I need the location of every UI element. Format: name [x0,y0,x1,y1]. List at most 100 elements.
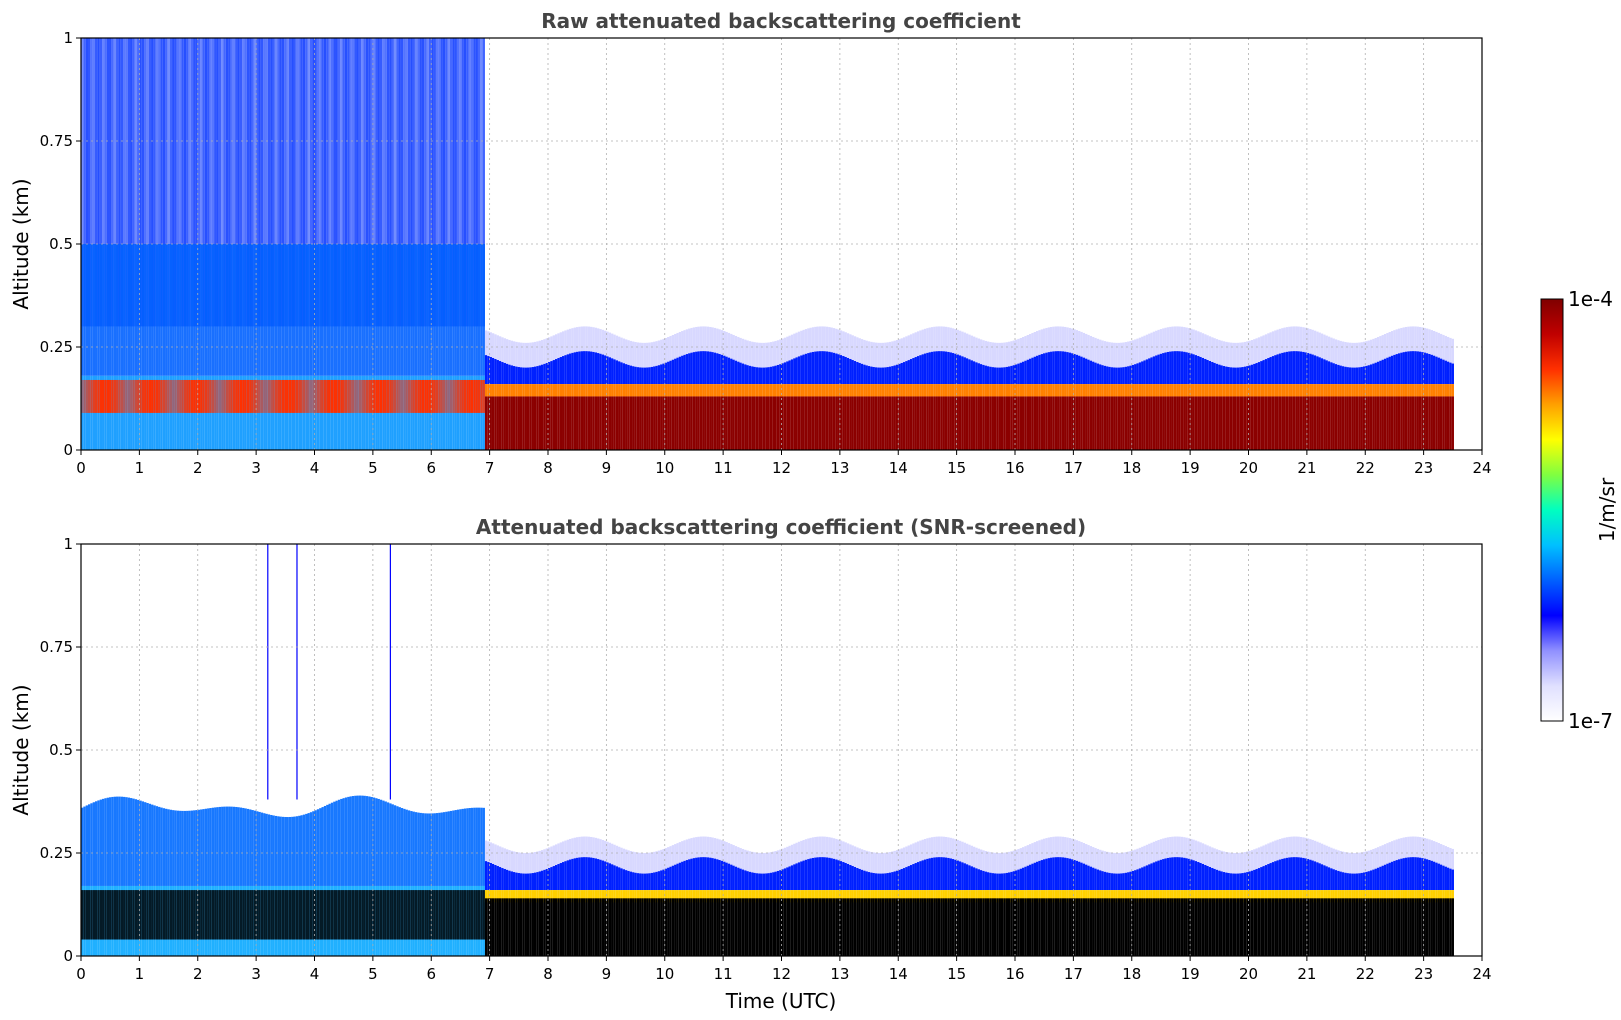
screened-column [111,890,114,940]
noise-column [232,38,236,327]
screened-column [1187,898,1191,956]
aerosol-column [302,814,306,886]
screened-column [1007,898,1011,956]
noise-column [221,38,224,327]
boundary-column [1267,864,1270,891]
boundary-column [909,359,913,385]
screened-column [113,890,117,940]
screened-column [391,890,394,940]
haze-column [739,848,742,869]
screened-column [1379,898,1382,956]
boundary-column [779,364,782,385]
x-tick-label: 13 [830,459,849,477]
noise-column [370,38,373,327]
strong-layer-column [1348,396,1352,450]
screened-column [842,898,845,956]
noise-column [176,38,180,327]
haze-column [1096,848,1100,870]
transition-column [832,384,836,397]
strong-layer-column [776,396,780,450]
aerosol-column [148,244,152,376]
strong-layer-column [1131,396,1135,450]
boundary-column [753,872,756,891]
screened-column [870,898,873,956]
boundary-column [1204,358,1207,385]
transition-column [676,890,679,903]
strong-layer-column [746,396,749,450]
boundary-column [898,869,901,891]
dense-layer-column [396,379,399,413]
aerosol-column [452,810,455,886]
haze-column [1173,326,1177,352]
boundary-column [1353,367,1356,385]
aerosol-column [162,808,166,886]
boundary-column [1285,857,1289,891]
strong-layer-column [909,396,913,450]
aerosol-column [172,244,175,376]
aerosol-column [463,808,467,886]
aerosol-column [370,244,373,376]
haze-column [1318,842,1321,864]
boundary-column [919,861,922,891]
screened-column [342,890,345,940]
haze-column [970,335,973,361]
boundary-column [1211,361,1214,385]
boundary-column [951,859,955,891]
transition-column [1236,890,1240,903]
haze-column [802,839,805,861]
screened-column [1274,898,1277,956]
haze-column [1061,326,1065,352]
transition-column [1178,384,1181,397]
boundary-column [1425,859,1429,891]
transition-column [667,384,670,397]
haze-column [1390,841,1394,862]
boundary-column [512,872,516,891]
screened-column [396,890,399,940]
strong-layer-column [622,396,626,450]
aerosol-column [459,244,462,376]
dense-layer-column [120,379,124,413]
boundary-column [538,871,541,891]
screened-column [102,890,105,940]
haze-column [1026,845,1030,866]
haze-column [954,839,957,860]
boundary-column [772,872,775,891]
aerosol-column [174,244,177,376]
transition-column [1402,890,1405,903]
boundary-column [1346,873,1349,891]
haze-column [1428,839,1431,860]
boundary-column [870,872,873,891]
dense-layer-column [298,379,301,413]
aerosol-column [235,244,238,376]
boundary-column [1017,363,1020,385]
noise-column [99,38,103,327]
boundary-column [867,872,871,891]
boundary-column [704,351,707,385]
boundary-column [809,858,812,891]
haze-column [524,853,527,874]
haze-column [804,839,808,860]
transition-column [636,384,640,397]
transition-column [571,890,574,903]
transition-column [655,384,658,397]
transition-column [758,384,761,397]
strong-layer-column [727,396,731,450]
strong-layer-column [1393,396,1396,450]
transition-column [491,384,495,397]
haze-column [639,852,642,874]
transition-column [1208,384,1212,397]
screened-column [1015,898,1018,956]
aerosol-column [137,799,140,886]
boundary-column [1362,366,1366,385]
transition-column [1036,384,1039,397]
x-tick-label: 21 [1297,459,1316,477]
strong-layer-column [1043,396,1046,450]
screened-column [1281,898,1284,956]
strong-layer-column [1096,396,1100,450]
boundary-column [769,366,773,385]
transition-column [1348,890,1352,903]
transition-column [1061,384,1065,397]
haze-column [1208,336,1212,362]
haze-column [566,839,570,861]
boundary-column [657,871,661,891]
